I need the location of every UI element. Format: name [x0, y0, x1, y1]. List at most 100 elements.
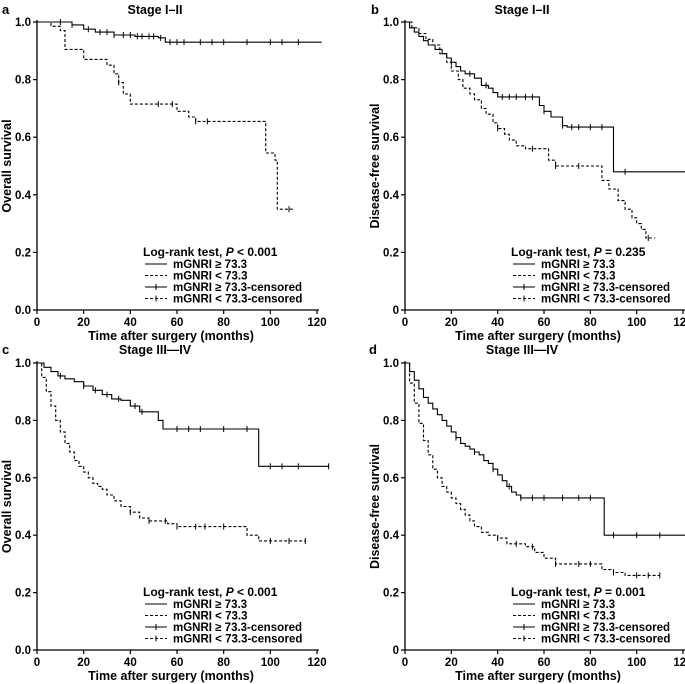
x-tick-label: 0: [34, 657, 40, 669]
x-tick-label: 80: [584, 317, 597, 329]
legend-title: Log-rank test, P = 0.001: [511, 585, 646, 599]
x-tick-label: 60: [171, 657, 184, 669]
y-axis-title: Disease-free survival: [368, 444, 382, 569]
x-tick-label: 120: [307, 317, 326, 329]
y-axis-title: Overall survival: [0, 119, 14, 212]
x-tick-label: 0: [34, 317, 40, 329]
y-tick-label: 0.8: [383, 75, 400, 87]
x-tick-label: 0: [402, 317, 408, 329]
series-line-low: [37, 362, 306, 542]
x-tick-label: 120: [673, 657, 685, 669]
y-tick-label: 0.4: [383, 530, 400, 542]
x-tick-label: 60: [171, 317, 184, 329]
x-tick-label: 80: [217, 317, 230, 329]
panel-c: c Stage III—IV 0 20 40 60 80 100 120 0.0 0.2 0.4 0.6…: [0, 342, 330, 683]
y-tick-label: 0.0: [15, 305, 31, 317]
series-line-high: [37, 362, 329, 467]
x-tick-label: 100: [627, 657, 646, 669]
panel-title: Stage III—IV: [119, 343, 192, 357]
legend-item: mGNRI ≥ 73.3: [541, 599, 615, 611]
legend-item: mGNRI < 73.3: [173, 271, 247, 283]
legend-item: mGNRI < 73.3-censored: [173, 634, 302, 646]
x-axis-title: Time after surgery (months): [455, 329, 621, 343]
y-tick-label: 0.4: [15, 190, 32, 202]
x-tick-label: 40: [491, 317, 504, 329]
y-tick-label: 1.0: [15, 358, 31, 370]
panel-a: a Stage I–II 0 20 40 60 80 100 120 0.0 0.2 0.4 0.6 0.…: [0, 2, 327, 343]
legend-item: mGNRI < 73.3: [173, 611, 247, 623]
y-tick-label: 0.6: [15, 473, 31, 485]
y-tick-label: 0.2: [15, 588, 31, 600]
panel-letter: c: [2, 342, 9, 357]
panel-letter: a: [2, 2, 10, 17]
y-tick-label: 0.6: [383, 473, 399, 485]
y-axis-title: Overall survival: [0, 460, 14, 553]
legend-item: mGNRI ≥ 73.3-censored: [541, 282, 670, 294]
x-tick-label: 20: [77, 657, 90, 669]
y-tick-label: 1.0: [383, 17, 399, 29]
legend-item: mGNRI ≥ 73.3-censored: [173, 282, 302, 294]
x-tick-label: 40: [124, 317, 137, 329]
y-tick-label: 0.2: [383, 247, 399, 259]
y-tick-label: 0.4: [383, 190, 400, 202]
y-tick-label: 0.8: [15, 75, 32, 87]
x-tick-label: 20: [77, 317, 90, 329]
y-tick-label: 1.0: [15, 17, 31, 29]
x-tick-label: 100: [627, 317, 646, 329]
legend-item: mGNRI < 73.3-censored: [541, 294, 670, 306]
y-tick-label: 0.8: [15, 415, 32, 427]
legend-item: mGNRI ≥ 73.3: [173, 599, 247, 611]
y-tick-label: 0.6: [383, 132, 399, 144]
x-axis-title: Time after surgery (months): [88, 329, 254, 343]
x-tick-label: 80: [217, 657, 230, 669]
x-tick-label: 0: [402, 657, 408, 669]
x-tick-label: 60: [538, 317, 551, 329]
panel-title: Stage I–II: [495, 3, 550, 17]
legend-item: mGNRI < 73.3: [541, 611, 615, 623]
legend-item: mGNRI < 73.3-censored: [541, 634, 670, 646]
series-line-high: [37, 21, 322, 43]
series-line-low: [405, 21, 656, 239]
x-tick-label: 80: [584, 657, 597, 669]
series-line-high: [405, 21, 685, 173]
x-axis-title: Time after surgery (months): [455, 669, 621, 683]
series-line-low: [37, 21, 294, 210]
panel-b: b Stage I–II 0 20 40 60 80 100 120 0 0.2 0.4 0.6 0.8 1…: [368, 2, 685, 343]
legend-item: mGNRI ≥ 73.3-censored: [173, 622, 302, 634]
panel-title: Stage I–II: [128, 3, 183, 17]
y-tick-label: 0.6: [15, 132, 31, 144]
legend-item: mGNRI ≥ 73.3: [173, 259, 247, 271]
y-tick-label: 0: [393, 305, 399, 317]
x-axis-title: Time after surgery (months): [88, 669, 254, 683]
legend-item: mGNRI ≥ 73.3-censored: [541, 622, 670, 634]
legend-title: Log-rank test, P < 0.001: [143, 245, 278, 259]
panel-letter: b: [371, 2, 379, 17]
y-axis-title: Disease-free survival: [368, 103, 382, 228]
y-tick-label: 1.0: [383, 358, 399, 370]
x-tick-label: 20: [445, 317, 458, 329]
panel-d: d Stage III—IV 0 20 40 60 80 100 120 0 0.2 0.4 0.6 0.…: [368, 342, 685, 683]
legend-title: Log-rank test, P < 0.001: [143, 585, 278, 599]
x-tick-label: 40: [124, 657, 137, 669]
panel-letter: d: [369, 342, 377, 357]
legend-item: mGNRI < 73.3: [541, 271, 615, 283]
x-tick-label: 20: [445, 657, 458, 669]
y-tick-label: 0.2: [383, 588, 399, 600]
y-tick-label: 0.4: [15, 530, 32, 542]
y-tick-label: 0.2: [15, 247, 31, 259]
series-line-low: [405, 362, 660, 576]
x-tick-label: 120: [307, 657, 326, 669]
legend-item: mGNRI < 73.3-censored: [173, 294, 302, 306]
x-tick-label: 120: [673, 317, 685, 329]
panel-title: Stage III—IV: [486, 343, 559, 357]
series-line-high: [405, 362, 685, 536]
y-tick-label: 0: [393, 645, 399, 657]
legend-title: Log-rank test, P = 0.235: [511, 245, 646, 259]
x-tick-label: 100: [261, 657, 280, 669]
x-tick-label: 40: [491, 657, 504, 669]
y-tick-label: 0.8: [383, 415, 400, 427]
y-tick-label: 0.0: [15, 645, 31, 657]
legend-item: mGNRI ≥ 73.3: [541, 259, 615, 271]
x-tick-label: 100: [261, 317, 280, 329]
